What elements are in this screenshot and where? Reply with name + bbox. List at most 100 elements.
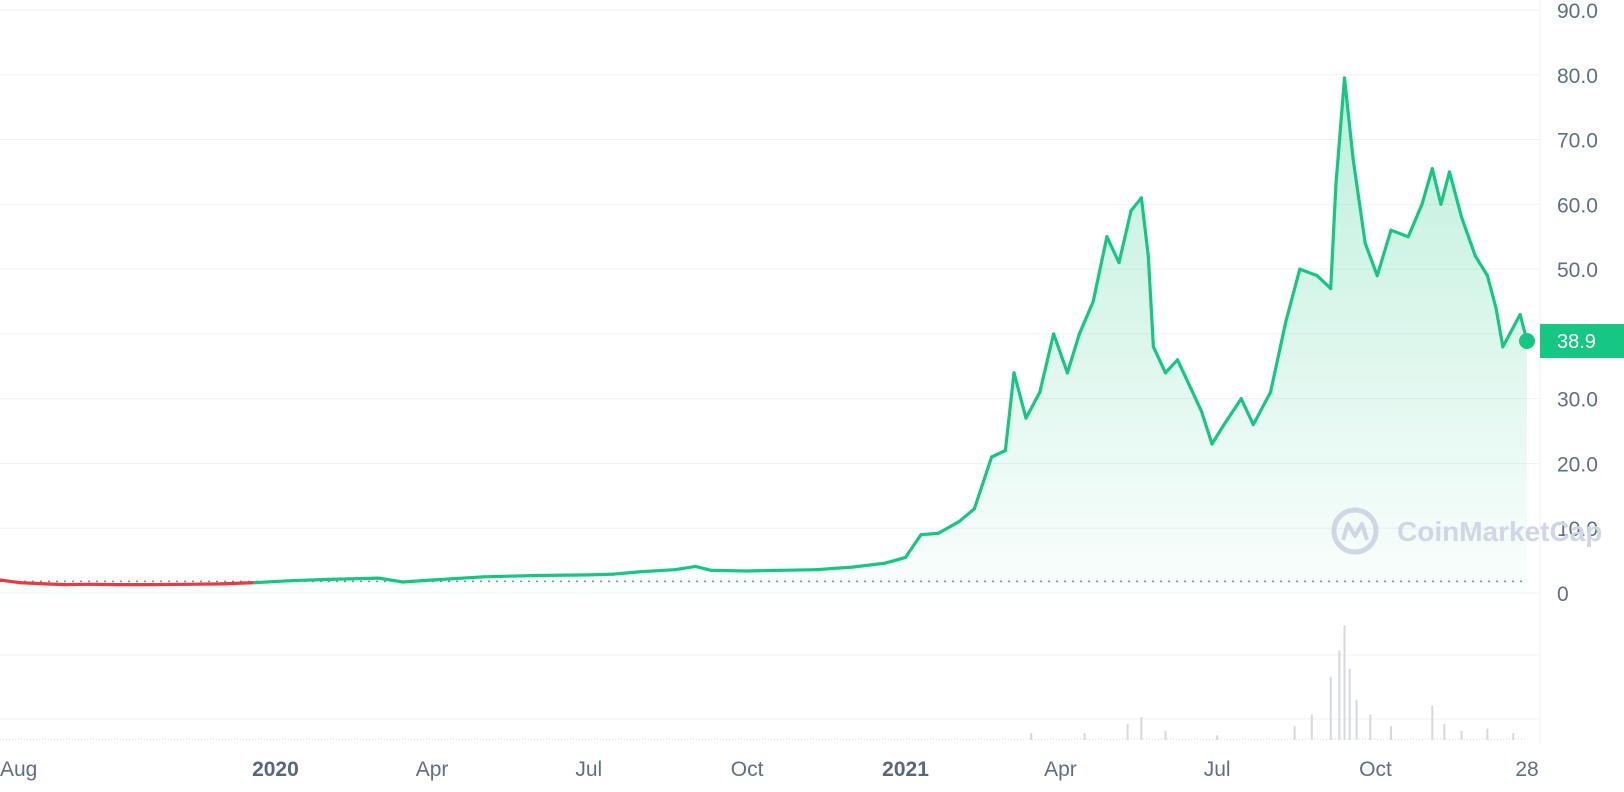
- price-line-segment: [1117, 209, 1133, 265]
- y-tick-label: 70.0: [1557, 130, 1598, 153]
- y-tick-label: 90.0: [1557, 0, 1598, 23]
- volume-bar: [1486, 728, 1489, 740]
- price-line-segment: [1342, 76, 1355, 161]
- volume-bar: [1512, 733, 1515, 740]
- price-line-segment: [972, 455, 994, 511]
- price-line-segment: [17, 580, 47, 586]
- x-axis: Aug 2020 Apr Jul Oct 2021 Apr Jul Oct 28: [0, 758, 1539, 781]
- price-line-segment: [1447, 170, 1464, 219]
- price-line-segment: [0, 578, 21, 585]
- price-area-fill: [0, 78, 1527, 593]
- price-line-segment: [1129, 196, 1144, 213]
- price-line-segment: [289, 577, 331, 583]
- price-line-segment: [1284, 267, 1302, 323]
- current-price-label: 38.9: [1557, 331, 1596, 353]
- volume-bar: [1369, 714, 1372, 740]
- price-line-segment: [1222, 397, 1243, 427]
- price-line-segment: [1105, 235, 1121, 265]
- price-line-segment: [1315, 274, 1333, 291]
- y-tick-label: 20.0: [1557, 453, 1598, 476]
- volume-bar: [1030, 733, 1033, 740]
- price-line-segment: [1251, 390, 1273, 427]
- price-line-segment: [709, 568, 749, 573]
- price-line-segment: [482, 573, 539, 579]
- price-line-segment: [1375, 228, 1393, 278]
- price-line-segment: [401, 578, 434, 584]
- price-line-segment: [43, 582, 68, 587]
- price-line-segment: [1077, 299, 1095, 336]
- price-line-segment: [1329, 183, 1338, 291]
- price-line-segment: [1494, 306, 1505, 349]
- price-line-segment: [778, 568, 818, 572]
- price-line-segment: [936, 520, 961, 536]
- coinmarketcap-watermark: CoinMarketCap: [1331, 507, 1602, 555]
- volume-bar: [1140, 717, 1143, 740]
- volume-bar: [1083, 733, 1086, 740]
- price-line-segment: [587, 572, 615, 577]
- y-tick-label: 50.0: [1557, 259, 1598, 282]
- price-line-segment: [673, 564, 698, 572]
- price-line-segment: [1146, 254, 1156, 349]
- price-line-segment: [1501, 332, 1512, 349]
- price-line-segment: [989, 448, 1008, 459]
- volume-bar: [1338, 650, 1341, 740]
- coinmarketcap-logo-icon-wave: [1341, 522, 1369, 541]
- price-line-segment: [1239, 397, 1255, 427]
- price-line-segment: [1420, 167, 1434, 206]
- watermark-text: CoinMarketCap: [1397, 516, 1602, 547]
- price-line-segment: [611, 569, 644, 576]
- x-tick-label: Oct: [1359, 758, 1392, 781]
- x-tick-label: 2020: [252, 758, 299, 781]
- price-line-segment: [1175, 358, 1192, 388]
- price-line-segment: [377, 576, 405, 584]
- price-line: [0, 76, 1535, 587]
- price-line-segment: [883, 555, 908, 565]
- price-line-segment: [1210, 423, 1226, 446]
- price-line-segment: [430, 575, 486, 582]
- volume-bar: [1329, 676, 1332, 740]
- price-line-segment: [327, 576, 381, 582]
- price-line-segment: [1459, 215, 1478, 258]
- price-line-segment: [919, 531, 940, 537]
- price-line-segment: [1024, 390, 1042, 420]
- x-tick-label: Oct: [731, 758, 764, 781]
- volume-bar: [1389, 726, 1392, 740]
- volume-bar: [1443, 723, 1446, 740]
- price-line-segment: [1485, 274, 1498, 310]
- price-line-segment: [1298, 267, 1319, 278]
- price-line-segment: [1163, 358, 1180, 375]
- price-line-segment: [1351, 157, 1367, 245]
- volume-bar: [1348, 668, 1351, 740]
- price-line-segment: [1406, 202, 1424, 239]
- price-line-segment: [1199, 410, 1214, 446]
- price-line-segment: [1151, 345, 1168, 375]
- price-line-segment: [850, 561, 887, 569]
- volume-bar: [1460, 730, 1463, 740]
- price-line-segment: [220, 580, 257, 586]
- volume-bars: [1030, 625, 1515, 740]
- x-tick-label: 28: [1515, 758, 1538, 781]
- price-line-segment: [1268, 319, 1288, 394]
- price-line-segment: [1508, 312, 1522, 336]
- price-line-segment: [1065, 332, 1082, 375]
- volume-bar: [1126, 723, 1129, 740]
- y-tick-label: 60.0: [1557, 194, 1598, 217]
- price-line-segment: [1051, 332, 1070, 375]
- volume-bar: [1355, 699, 1358, 740]
- y-tick-label: 10.0: [1557, 518, 1598, 541]
- price-line-segment: [1012, 371, 1028, 420]
- x-tick-label: Apr: [416, 758, 449, 781]
- price-line-segment: [1473, 254, 1490, 278]
- price-line-segment: [1139, 196, 1150, 258]
- price-line-segment: [640, 568, 677, 574]
- volume-bar: [1216, 735, 1219, 740]
- price-line-segment: [1038, 332, 1056, 394]
- price-line-segment: [903, 533, 923, 560]
- volume-bar: [1431, 705, 1434, 740]
- price-line-segment: [1334, 76, 1347, 187]
- price-line-segment: [693, 564, 713, 572]
- y-tick-label: 30.0: [1557, 389, 1598, 412]
- coinmarketcap-logo-icon: [1331, 507, 1379, 555]
- volume-bar: [1343, 625, 1346, 740]
